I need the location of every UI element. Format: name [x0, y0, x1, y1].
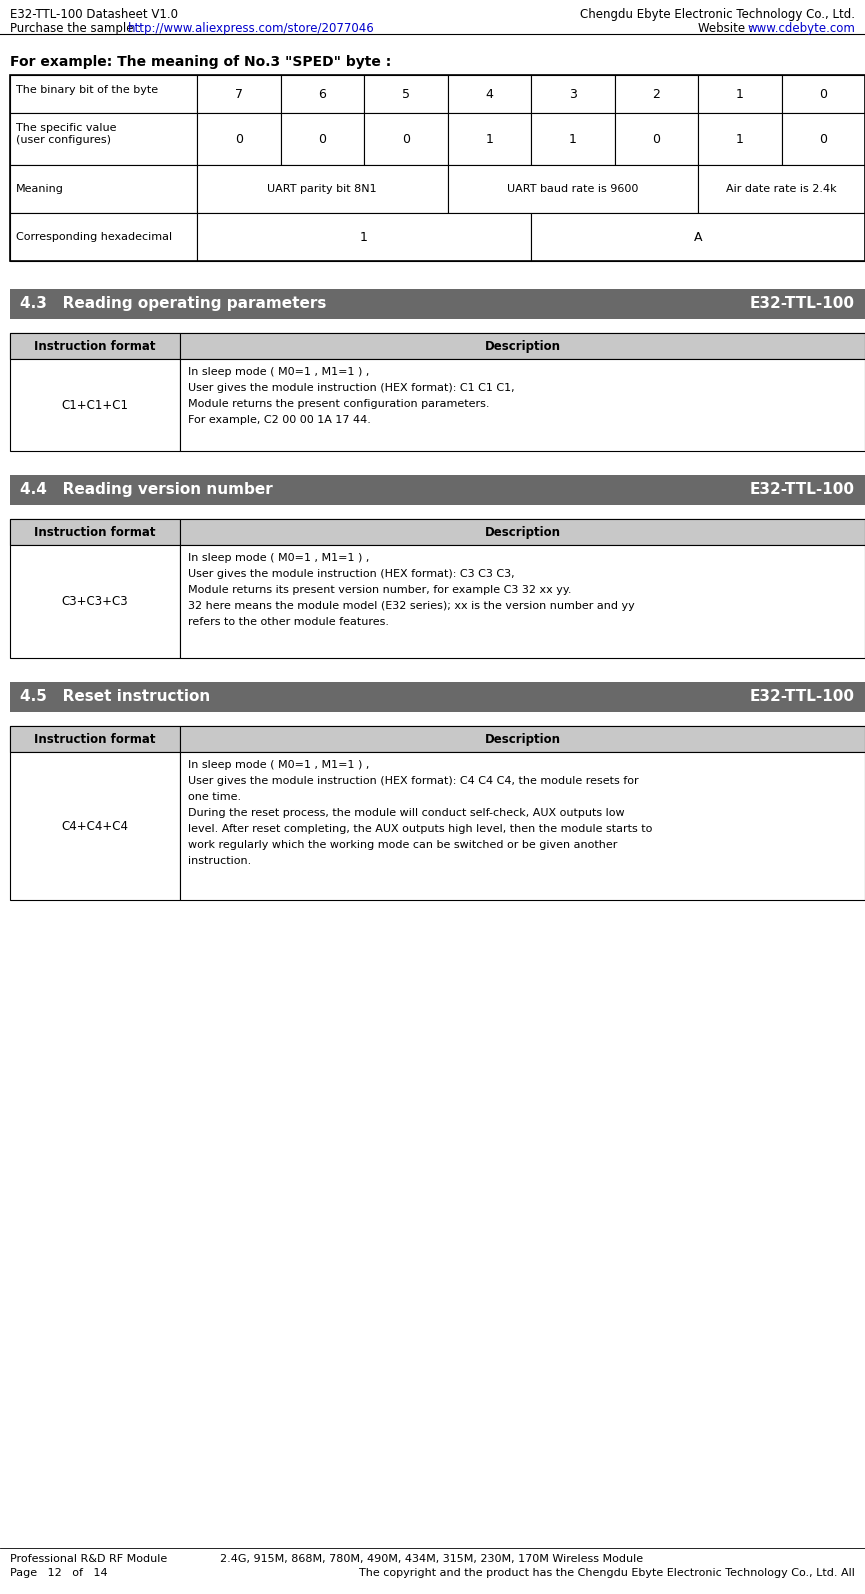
Bar	[10, 289, 865, 319]
Bar	[197, 75, 280, 113]
Text: 0: 0	[234, 132, 243, 145]
Text: C3+C3+C3: C3+C3+C3	[61, 595, 128, 607]
Text: In sleep mode ( M0=1 , M1=1 ) ,
User gives the module instruction (HEX format): : In sleep mode ( M0=1 , M1=1 ) , User giv…	[188, 553, 635, 626]
Bar	[10, 475, 865, 505]
Bar	[10, 752, 180, 901]
Text: 4.5   Reset instruction: 4.5 Reset instruction	[20, 689, 210, 705]
Bar	[10, 520, 180, 545]
Text: 4.3   Reading operating parameters: 4.3 Reading operating parameters	[20, 296, 326, 311]
Bar	[10, 682, 865, 713]
Text: 1: 1	[360, 231, 368, 244]
Text: UART baud rate is 9600: UART baud rate is 9600	[507, 183, 638, 194]
Bar	[10, 725, 865, 752]
Bar	[781, 75, 865, 113]
Text: Description: Description	[484, 526, 561, 539]
Bar	[10, 166, 197, 214]
Text: UART parity bit 8N1: UART parity bit 8N1	[267, 183, 377, 194]
Bar	[180, 752, 865, 901]
Bar	[180, 545, 865, 658]
Text: www.cdebyte.com: www.cdebyte.com	[747, 22, 855, 35]
Text: The binary bit of the byte: The binary bit of the byte	[16, 84, 158, 96]
Text: Page   12   of   14: Page 12 of 14	[10, 1568, 107, 1578]
Bar	[10, 75, 197, 113]
Bar	[180, 520, 865, 545]
Text: 1: 1	[485, 132, 493, 145]
Bar	[180, 725, 865, 752]
Text: Description: Description	[484, 733, 561, 746]
Text: 4: 4	[485, 88, 493, 100]
Text: C1+C1+C1: C1+C1+C1	[61, 398, 129, 411]
Text: A: A	[694, 231, 702, 244]
Text: C4+C4+C4: C4+C4+C4	[61, 819, 129, 832]
Text: Website :: Website :	[698, 22, 760, 35]
Text: E32-TTL-100: E32-TTL-100	[750, 481, 855, 497]
Bar	[447, 75, 531, 113]
Text: Purchase the sample :: Purchase the sample :	[10, 22, 145, 35]
Bar	[531, 214, 865, 261]
Text: 7: 7	[234, 88, 243, 100]
Bar	[614, 113, 698, 166]
Text: Corresponding hexadecimal: Corresponding hexadecimal	[16, 233, 172, 242]
Bar	[197, 214, 531, 261]
Text: http://www.aliexpress.com/store/2077046: http://www.aliexpress.com/store/2077046	[128, 22, 375, 35]
Text: E32-TTL-100: E32-TTL-100	[750, 296, 855, 311]
Text: 1: 1	[736, 132, 744, 145]
Bar	[364, 113, 447, 166]
Bar	[10, 333, 180, 359]
Text: 0: 0	[819, 88, 827, 100]
Text: The copyright and the product has the Chengdu Ebyte Electronic Technology Co., L: The copyright and the product has the Ch…	[359, 1568, 855, 1578]
Text: Instruction format: Instruction format	[35, 340, 156, 352]
Bar	[698, 75, 781, 113]
Bar	[197, 166, 447, 214]
Text: 5: 5	[401, 88, 410, 100]
Bar	[10, 113, 197, 166]
Bar	[10, 359, 180, 451]
Text: 3: 3	[569, 88, 577, 100]
Bar	[531, 75, 614, 113]
Text: Instruction format: Instruction format	[35, 526, 156, 539]
Bar	[10, 725, 180, 752]
Text: E32-TTL-100 Datasheet V1.0: E32-TTL-100 Datasheet V1.0	[10, 8, 178, 21]
Text: 0: 0	[652, 132, 660, 145]
Text: 4.4   Reading version number: 4.4 Reading version number	[20, 481, 272, 497]
Text: 2: 2	[652, 88, 660, 100]
Text: In sleep mode ( M0=1 , M1=1 ) ,
User gives the module instruction (HEX format): : In sleep mode ( M0=1 , M1=1 ) , User giv…	[188, 367, 515, 426]
Text: Professional R&D RF Module: Professional R&D RF Module	[10, 1554, 167, 1564]
Bar	[10, 75, 865, 261]
Text: Instruction format: Instruction format	[35, 733, 156, 746]
Bar	[10, 520, 865, 545]
Text: Air date rate is 2.4k: Air date rate is 2.4k	[727, 183, 836, 194]
Bar	[447, 113, 531, 166]
Text: For example: The meaning of No.3 "SPED" byte :: For example: The meaning of No.3 "SPED" …	[10, 56, 391, 69]
Bar	[180, 333, 865, 359]
Bar	[10, 545, 180, 658]
Text: Description: Description	[484, 340, 561, 352]
Text: Meaning: Meaning	[16, 183, 64, 194]
Bar	[10, 214, 197, 261]
Bar	[614, 75, 698, 113]
Text: 1: 1	[569, 132, 577, 145]
Bar	[364, 75, 447, 113]
Text: 0: 0	[318, 132, 326, 145]
Bar	[10, 333, 865, 359]
Text: Chengdu Ebyte Electronic Technology Co., Ltd.: Chengdu Ebyte Electronic Technology Co.,…	[580, 8, 855, 21]
Bar	[698, 113, 781, 166]
Bar	[180, 359, 865, 451]
Text: 0: 0	[401, 132, 410, 145]
Bar	[447, 166, 698, 214]
Text: In sleep mode ( M0=1 , M1=1 ) ,
User gives the module instruction (HEX format): : In sleep mode ( M0=1 , M1=1 ) , User giv…	[188, 760, 652, 866]
Bar	[698, 166, 865, 214]
Bar	[531, 113, 614, 166]
Bar	[280, 113, 364, 166]
Text: E32-TTL-100: E32-TTL-100	[750, 689, 855, 705]
Bar	[197, 113, 280, 166]
Text: 1: 1	[736, 88, 744, 100]
Text: The specific value: The specific value	[16, 123, 117, 132]
Text: 0: 0	[819, 132, 827, 145]
Text: 6: 6	[318, 88, 326, 100]
Text: (user configures): (user configures)	[16, 135, 111, 145]
Text: 2.4G, 915M, 868M, 780M, 490M, 434M, 315M, 230M, 170M Wireless Module: 2.4G, 915M, 868M, 780M, 490M, 434M, 315M…	[221, 1554, 644, 1564]
Bar	[781, 113, 865, 166]
Bar	[280, 75, 364, 113]
